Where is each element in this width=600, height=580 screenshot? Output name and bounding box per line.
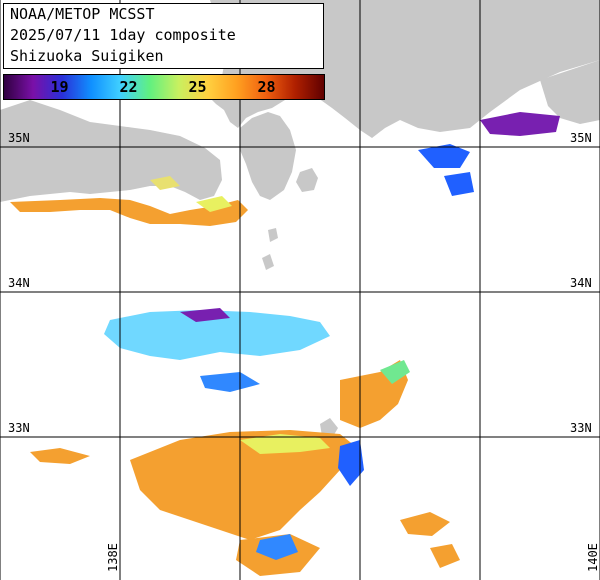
sst-blue-ne-1	[418, 144, 470, 168]
colorbar-tick-22: 22	[119, 78, 138, 96]
sst-yellow-izu	[196, 196, 232, 212]
land-shizuoka	[0, 100, 222, 202]
sst-purple-mid	[180, 308, 230, 322]
colorbar-tick-25: 25	[188, 78, 207, 96]
sst-purple-ne	[480, 112, 560, 136]
lat-label-left: 33N	[8, 421, 30, 435]
sst-green-band	[380, 360, 410, 384]
colorbar-tick-19: 19	[50, 78, 69, 96]
lon-label-bottom: 140E	[586, 543, 600, 572]
land-izu	[240, 112, 296, 200]
title-date: 2025/07/11 1day composite	[10, 26, 236, 44]
sst-blue-east	[338, 440, 364, 486]
sst-blue-south	[256, 534, 298, 560]
colorbar	[3, 74, 325, 100]
sst-patches	[10, 176, 460, 576]
lat-label-right: 35N	[570, 131, 592, 145]
land-island-niijima	[262, 254, 274, 270]
land-island-oshima	[296, 168, 318, 192]
sst-cyan-mid	[104, 310, 330, 360]
sst-blue-mid	[200, 372, 260, 392]
title-box: NOAA/METOP MCSST 2025/07/11 1day composi…	[3, 3, 324, 69]
lon-label-bottom: 138E	[106, 543, 120, 572]
lat-label-left: 35N	[8, 131, 30, 145]
sst-cool	[104, 112, 560, 560]
land-island-toshima	[268, 228, 278, 242]
land-boso	[540, 60, 600, 124]
colorbar-tick-28: 28	[257, 78, 276, 96]
sst-blue-ne-2	[444, 172, 474, 196]
sst-yellow-band	[240, 434, 330, 454]
sst-warm-south-3	[400, 512, 450, 536]
sst-warm-kumano	[30, 448, 90, 464]
title-satellite: NOAA/METOP MCSST	[10, 5, 155, 23]
sst-warm-coast	[10, 198, 248, 226]
title-source: Shizuoka Suigiken	[10, 47, 164, 65]
sst-warm-south-1	[130, 430, 360, 540]
lat-label-right: 33N	[570, 421, 592, 435]
lat-label-left: 34N	[8, 276, 30, 290]
lat-label-right: 34N	[570, 276, 592, 290]
sst-warm-south-5	[430, 544, 460, 568]
sst-yellow-shizuoka	[150, 176, 180, 190]
